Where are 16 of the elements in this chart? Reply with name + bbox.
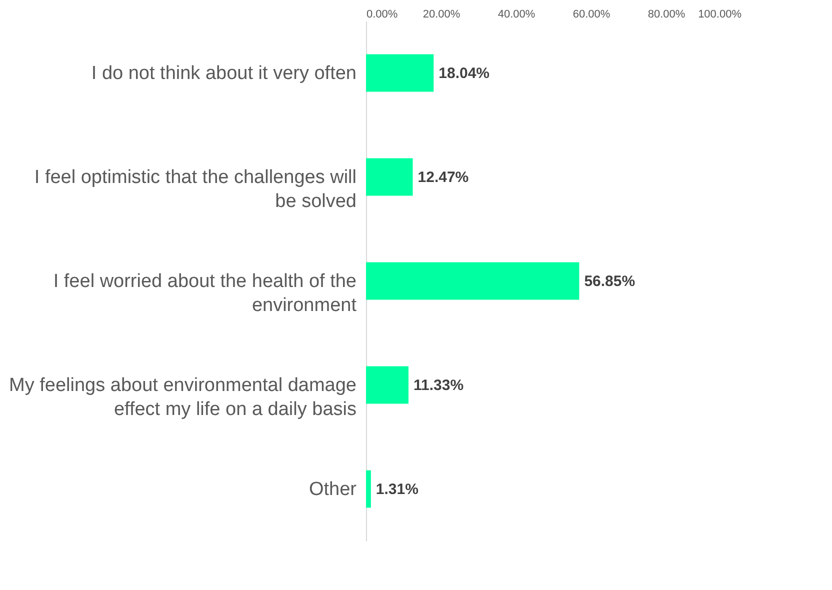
y-tick-label: I do not think about it very often	[91, 63, 356, 84]
data-label: 56.85%	[584, 273, 636, 290]
x-tick-label: 80.00%	[648, 8, 686, 20]
data-label: 12.47%	[418, 169, 469, 186]
data-label: 18.04%	[438, 65, 490, 82]
y-tick-label: Other	[308, 479, 358, 500]
y-tick-label: I feel optimistic that the challenges will be solved	[34, 167, 356, 212]
data-label: 11.33%	[413, 377, 464, 394]
x-tick-label: 100.00%	[698, 8, 742, 20]
y-tick-label: My feelings about environmental damage effect my life on a daily basis	[9, 375, 356, 420]
data-label: 1.31%	[376, 481, 418, 498]
x-tick-label: 40.00%	[498, 8, 536, 20]
x-tick-label: 20.00%	[422, 8, 460, 20]
x-tick-label: 0.00%	[366, 8, 398, 20]
x-tick-label: 60.00%	[572, 8, 610, 20]
y-tick-label: I feel worried about the health of the environment	[53, 271, 358, 316]
